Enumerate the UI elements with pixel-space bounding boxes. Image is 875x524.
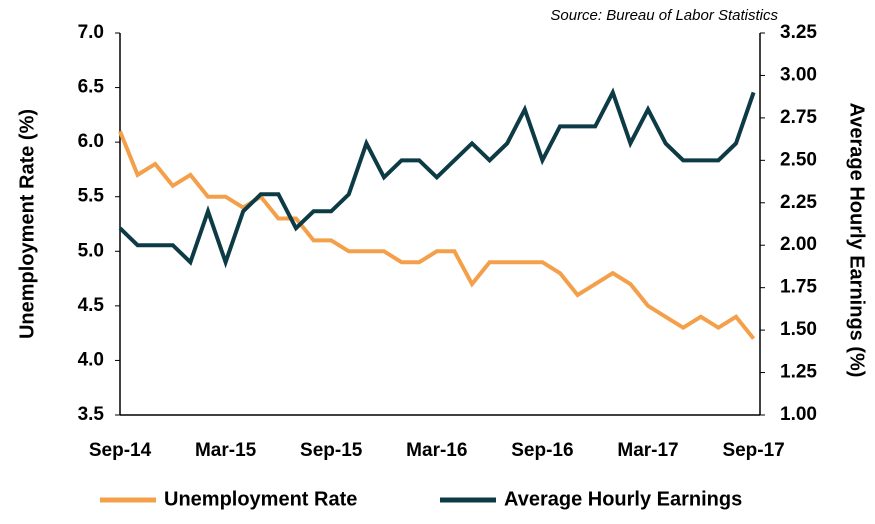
legend-label: Unemployment Rate [164,488,357,510]
y-tick-label: 4.0 [78,349,104,370]
source: Source: Bureau of Labor Statistics [550,7,778,24]
y-tick-label: 3.5 [78,404,105,425]
y2-tick-label: 3.25 [780,22,817,43]
series-line [118,130,756,340]
x-tick-label: Mar-16 [406,440,467,461]
y2-tick-label: 2.75 [780,107,817,128]
y2-tick-label: 1.75 [780,277,817,298]
y2-tick-label: 2.00 [780,234,817,255]
y2-tick-label: 2.25 [780,192,817,213]
y-tick-label: 5.5 [78,186,105,207]
y2-tick-label: 2.50 [780,149,817,170]
x-tick-label: Sep-15 [300,440,363,461]
y2-tick-label: 1.00 [780,404,817,425]
y-tick-label: 5.0 [78,240,104,261]
y-axis-title: Unemployment Rate (%) [16,109,38,339]
y2-tick-label: 1.50 [780,319,817,340]
y-tick-label: 6.0 [78,131,104,152]
y-tick-label: 4.5 [78,295,105,316]
x-tick-label: Sep-14 [89,440,152,461]
y2-axis-title: Average Hourly Earnings (%) [846,103,868,378]
x-tick-label: Sep-17 [722,440,784,461]
x-tick-label: Mar-15 [195,440,257,461]
legend-label: Average Hourly Earnings [504,488,742,510]
y2-tick-label: 3.00 [780,64,817,85]
series-line [118,87,756,269]
y-tick-label: 6.5 [78,77,105,98]
x-tick-label: Sep-16 [511,440,573,461]
x-tick-label: Mar-17 [617,440,678,461]
y-tick-label: 7.0 [78,22,104,43]
y2-tick-label: 1.25 [780,362,817,383]
